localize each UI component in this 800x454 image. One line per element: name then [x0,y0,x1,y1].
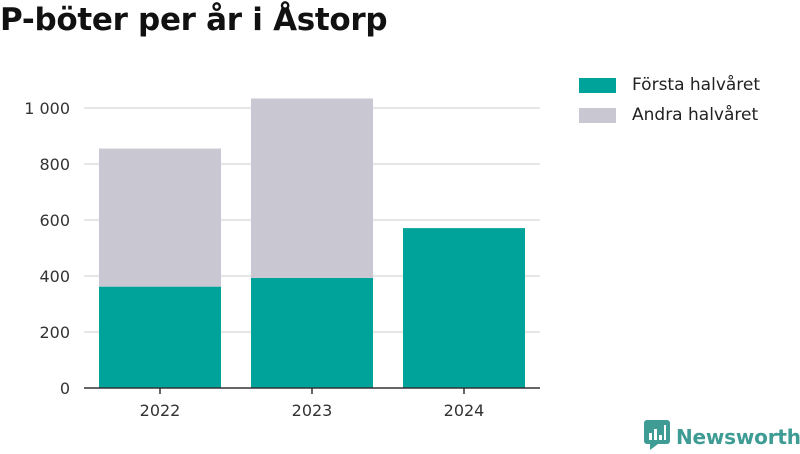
legend-label-first-half: Första halvåret [632,75,761,95]
legend-item-first-half: Första halvåret [579,70,760,100]
x-tick-label: 2022 [140,401,181,420]
x-tick-label: 2024 [444,401,485,420]
bar-2022-second-half [99,148,221,287]
y-tick-label: 0 [60,379,70,398]
legend-label-second-half: Andra halvåret [632,105,759,125]
y-tick-label: 1 000 [24,99,70,118]
chart-title: P-böter per år i Åstorp [0,2,388,38]
bars [99,98,525,388]
legend-swatch-second-half [579,107,616,123]
bar-2023-first-half [251,277,373,388]
bar-2023-second-half [251,98,373,278]
y-tick-label: 600 [39,211,70,230]
legend-swatch-first-half [579,77,616,93]
bar-chart-speech-bubble-icon [644,420,670,454]
brand-name: Newsworthy [676,425,800,449]
axes: 0 200 400 600 800 1 000 2022 2023 2024 [24,99,540,420]
y-tick-label: 400 [39,267,70,286]
x-tick-label: 2023 [292,401,333,420]
y-tick-label: 200 [39,323,70,342]
bar-2022-first-half [99,286,221,388]
legend-item-second-half: Andra halvåret [579,100,760,130]
legend: Första halvåret Andra halvåret [579,70,760,130]
brand-logo: Newsworthy [644,420,800,454]
bar-2024-first-half [403,228,525,388]
y-tick-label: 800 [39,155,70,174]
